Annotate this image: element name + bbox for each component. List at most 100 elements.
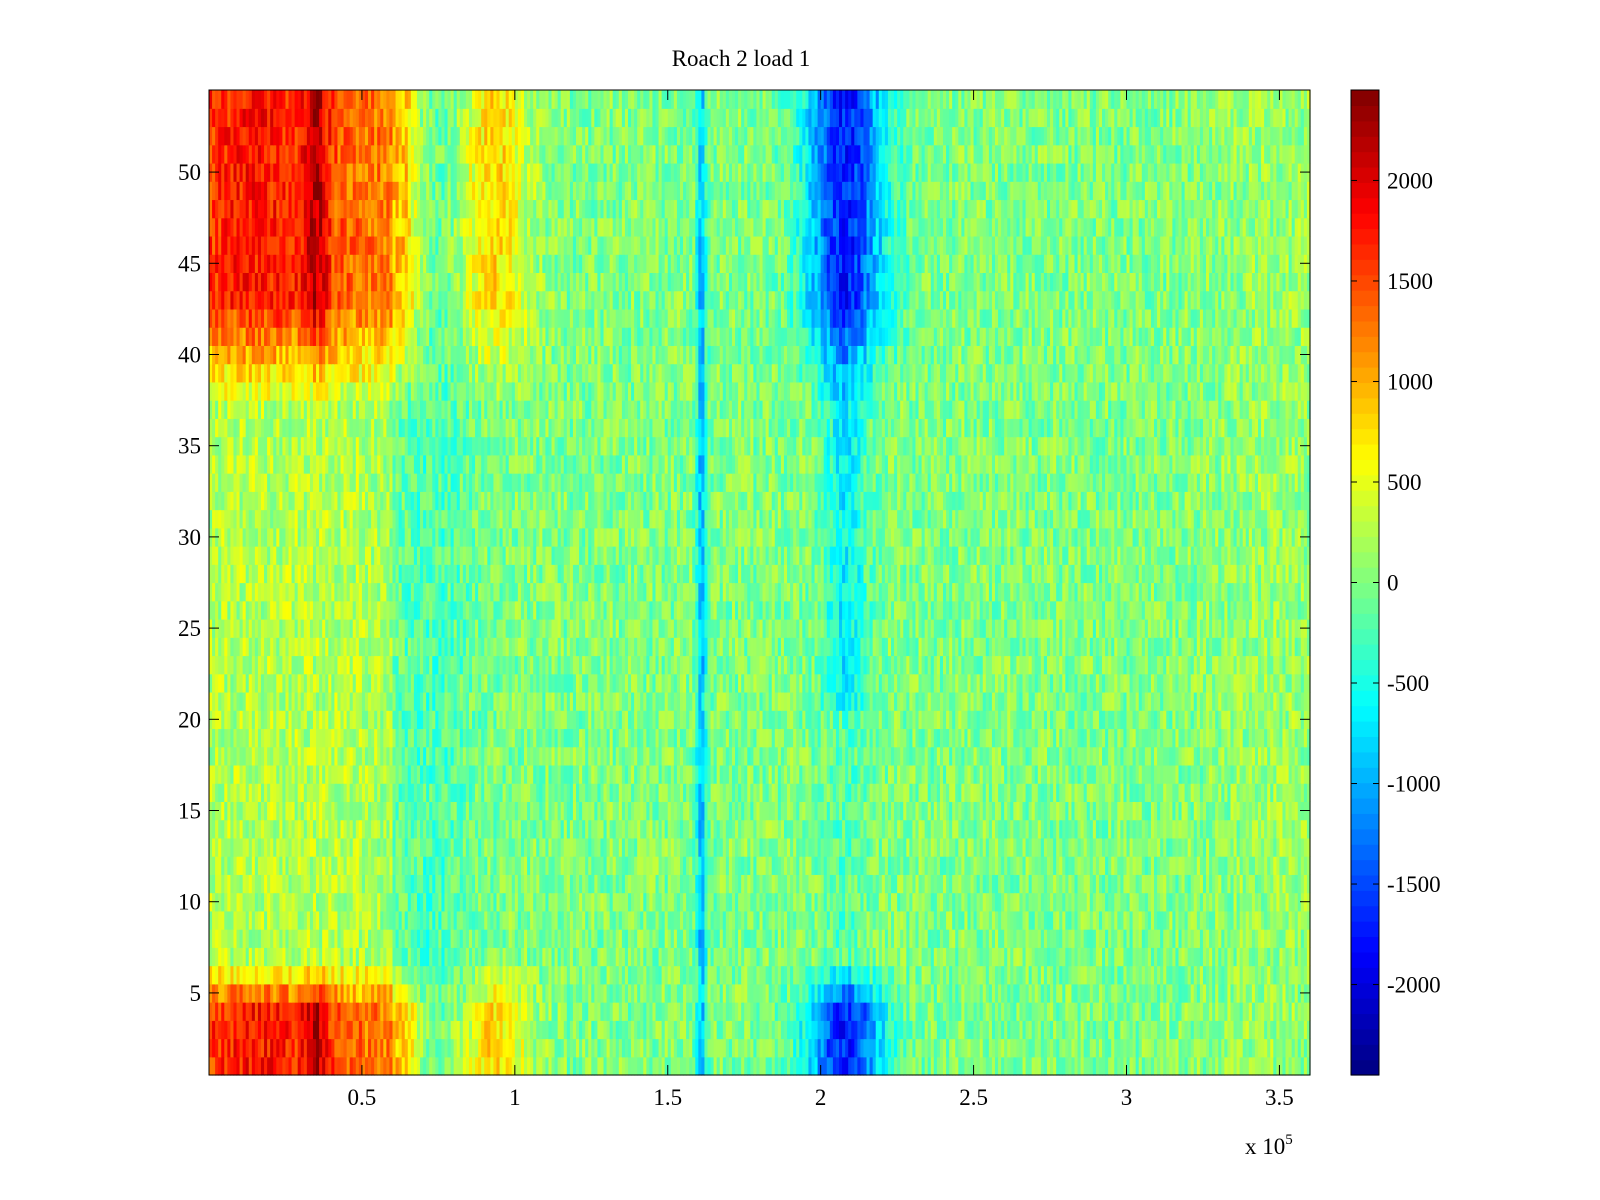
heatmap-cell (539, 1002, 543, 1021)
heatmap-cell (863, 965, 868, 985)
heatmap-cell (481, 947, 485, 967)
heatmap-cell (881, 965, 886, 985)
heatmap-cell (716, 1056, 721, 1076)
heatmap-cell (1163, 1038, 1167, 1058)
heatmap-cell (1019, 1020, 1024, 1040)
heatmap-cell (1190, 1020, 1195, 1040)
heatmap-cell (1248, 983, 1253, 1003)
heatmap-cell (209, 965, 213, 985)
heatmap-cell (239, 965, 244, 985)
heatmap-cell (658, 1002, 663, 1021)
heatmap-cell (866, 1020, 871, 1040)
heatmap-cell (762, 983, 767, 1003)
heatmap-cell (982, 1056, 987, 1076)
heatmap-cell (1233, 983, 1238, 1003)
heatmap-cell (1181, 1056, 1186, 1076)
heatmap-cell (468, 1038, 473, 1058)
heatmap-cell (297, 1056, 302, 1076)
heatmap-cell (1120, 965, 1125, 985)
heatmap-cell (294, 947, 299, 967)
heatmap-cell (1010, 1020, 1014, 1040)
heatmap-cell (683, 947, 687, 967)
heatmap-cell (756, 965, 761, 985)
heatmap-cell (395, 1038, 400, 1058)
heatmap-cell (579, 983, 583, 1003)
heatmap-cell (1095, 965, 1100, 985)
heatmap-cell (958, 1038, 962, 1058)
heatmap-cell (1031, 1038, 1036, 1058)
heatmap-cell (930, 1056, 935, 1076)
heatmap-cell (429, 1038, 433, 1058)
heatmap-cell (848, 965, 852, 985)
heatmap-cell (239, 1002, 244, 1021)
heatmap-cell (695, 1002, 699, 1021)
heatmap-cell (1147, 965, 1152, 985)
heatmap-cell (780, 1056, 785, 1076)
heatmap-cell (1141, 1002, 1146, 1021)
heatmap-cell (1010, 1002, 1014, 1021)
heatmap-cell (1123, 965, 1128, 985)
heatmap-cell (970, 1056, 975, 1076)
heatmap-cell (884, 965, 889, 985)
heatmap-cell (380, 983, 384, 1003)
heatmap-cell (386, 1056, 391, 1076)
heatmap-cell (1270, 1002, 1274, 1021)
heatmap-cell (594, 983, 599, 1003)
heatmap-cell (364, 947, 369, 967)
heatmap-cell (787, 1002, 791, 1021)
heatmap-cell (900, 983, 904, 1003)
heatmap-cell (1046, 1002, 1051, 1021)
heatmap-cell (747, 965, 751, 985)
heatmap-cell (459, 1020, 464, 1040)
heatmap-cell (988, 1056, 993, 1076)
heatmap-cell (646, 1056, 650, 1076)
heatmap-cell (1169, 1002, 1173, 1021)
heatmap-cell (988, 1038, 993, 1058)
heatmap-cell (358, 983, 363, 1003)
heatmap-cell (606, 947, 611, 967)
heatmap-cell (215, 1038, 219, 1058)
heatmap-cell (1285, 1038, 1290, 1058)
heatmap-cell (658, 1038, 663, 1058)
heatmap-cell (579, 1056, 583, 1076)
heatmap-cell (1141, 983, 1146, 1003)
heatmap-cell (438, 1056, 443, 1076)
heatmap-cell (426, 1056, 430, 1076)
heatmap-cell (988, 965, 993, 985)
heatmap-cell (698, 947, 702, 967)
heatmap-cell (1086, 1038, 1091, 1058)
heatmap-cell (854, 983, 858, 1003)
heatmap-cell (1022, 965, 1027, 985)
heatmap-cell (1062, 1038, 1066, 1058)
heatmap-cell (707, 983, 712, 1003)
heatmap-cell (401, 1020, 406, 1040)
heatmap-cell (698, 1038, 702, 1058)
heatmap-cell (661, 947, 666, 967)
heatmap-cell (670, 947, 675, 967)
heatmap-cell (621, 947, 626, 967)
heatmap-cell (1037, 1056, 1042, 1076)
heatmap-cell (1046, 965, 1051, 985)
heatmap-cell (1202, 965, 1207, 985)
heatmap-cell (1184, 1056, 1189, 1076)
heatmap-cell (1126, 1002, 1131, 1021)
heatmap-cell (839, 1002, 843, 1021)
heatmap-cell (1135, 1038, 1140, 1058)
heatmap-cell (774, 1020, 779, 1040)
heatmap-cell (1245, 983, 1250, 1003)
heatmap-cell (349, 983, 354, 1003)
heatmap-cell (1050, 983, 1054, 1003)
heatmap-cell (1111, 1020, 1115, 1040)
heatmap-cell (835, 965, 840, 985)
heatmap-cell (912, 1056, 917, 1076)
heatmap-cell (621, 983, 626, 1003)
heatmap-cell (915, 1020, 920, 1040)
heatmap-cell (875, 1056, 880, 1076)
heatmap-cell (897, 965, 901, 985)
heatmap-cell (435, 1002, 439, 1021)
heatmap-cell (484, 965, 488, 985)
heatmap-cell (949, 1056, 953, 1076)
heatmap-cell (1267, 1056, 1271, 1076)
heatmap-cell (869, 1056, 874, 1076)
